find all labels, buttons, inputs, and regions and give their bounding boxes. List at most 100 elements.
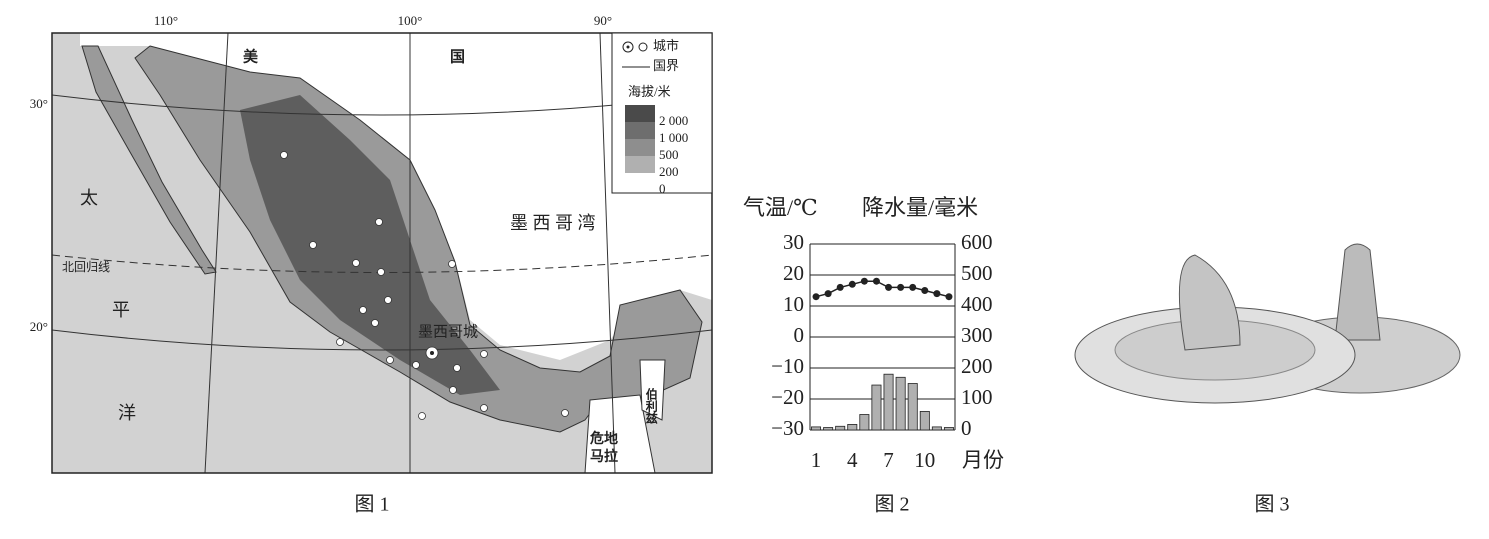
highlands xyxy=(240,95,500,395)
temperature-point xyxy=(933,290,941,298)
y-tick-label: 10 xyxy=(783,292,804,316)
ocean-label: 太 xyxy=(80,188,98,208)
y2-axis-title: 降水量/毫米 xyxy=(862,195,978,220)
longitude-label: 90° xyxy=(594,13,612,28)
latitude-label: 20° xyxy=(30,319,48,334)
temperature-point xyxy=(812,293,820,301)
legend-swatch xyxy=(625,139,655,156)
longitude-line xyxy=(599,32,616,474)
city xyxy=(418,412,426,420)
temperature-point xyxy=(824,290,832,298)
city xyxy=(480,404,488,412)
city xyxy=(453,364,461,372)
precipitation-bar xyxy=(811,426,822,431)
y-tick-label: 30 xyxy=(783,230,804,254)
legend-elevation-level: 2 000 xyxy=(659,113,688,128)
y-tick-label: 20 xyxy=(783,261,804,285)
y2-tick-label: 0 xyxy=(961,416,972,440)
caption: 图 1 xyxy=(355,494,390,516)
y-tick-label: −10 xyxy=(771,354,804,378)
temperature-point xyxy=(909,283,917,291)
legend-elevation-level: 500 xyxy=(659,147,679,162)
temperature-point xyxy=(897,283,905,291)
longitude-label: 100° xyxy=(398,13,423,28)
x-axis-title: 月份 xyxy=(962,448,1004,472)
city xyxy=(371,319,379,327)
y2-tick-label: 200 xyxy=(961,354,993,378)
legend-elevation-title: 海拔/米 xyxy=(628,84,671,99)
city xyxy=(336,338,344,346)
legend-elevation-level: 0 xyxy=(659,181,666,196)
city xyxy=(386,356,394,364)
capital-label: 墨西哥城 xyxy=(418,323,478,340)
country-label: 伯利兹 xyxy=(644,387,658,425)
climate-chart: 气温/℃ 降水量/毫米 月份 图 2 −30−20−10010203001002… xyxy=(743,195,1004,516)
precipitation-bar xyxy=(871,384,882,431)
gulf-label: 墨 西 哥 湾 xyxy=(510,213,596,233)
y2-tick-label: 400 xyxy=(961,292,993,316)
city xyxy=(448,260,456,268)
y2-tick-label: 600 xyxy=(961,230,993,254)
precipitation-bar xyxy=(919,410,930,431)
legend-border: 国界 xyxy=(653,58,679,73)
precipitation-bar xyxy=(943,427,954,431)
city xyxy=(561,409,569,417)
caption: 图 3 xyxy=(1255,494,1290,516)
x-tick-label: 7 xyxy=(883,448,894,472)
precipitation-bar xyxy=(835,425,846,431)
y-tick-label: −30 xyxy=(771,416,804,440)
temperature-point xyxy=(872,277,880,285)
temperature-point xyxy=(860,277,868,285)
legend-swatch xyxy=(625,105,655,122)
temperature-point xyxy=(885,283,893,291)
usa-land xyxy=(80,33,712,360)
tropic-label: 北回归线 xyxy=(62,260,110,274)
city xyxy=(359,306,367,314)
capital-dot xyxy=(430,351,434,355)
precipitation-bar xyxy=(823,427,834,431)
x-tick-label: 10 xyxy=(914,448,935,472)
y-axis-title: 气温/℃ xyxy=(743,195,818,220)
x-tick-label: 1 xyxy=(811,448,822,472)
city xyxy=(280,151,288,159)
caption: 图 2 xyxy=(875,494,910,516)
precipitation-bar xyxy=(931,426,942,431)
latitude-label: 30° xyxy=(30,96,48,111)
legend-capital-dot xyxy=(626,45,630,49)
longitude-line xyxy=(204,32,229,474)
city xyxy=(384,296,392,304)
y2-tick-label: 100 xyxy=(961,385,993,409)
city xyxy=(377,268,385,276)
y-tick-label: 0 xyxy=(794,323,805,347)
city xyxy=(309,241,317,249)
city xyxy=(480,350,488,358)
map: 城市 国界 海拔/米 2 000 1 000 500 200 0 110° 100° 9… xyxy=(30,13,713,516)
y2-tick-label: 300 xyxy=(961,323,993,347)
legend-city-icon xyxy=(638,42,648,52)
temperature-point xyxy=(945,293,953,301)
hat-crown xyxy=(1178,254,1241,351)
sombrero-photo: 图 3 xyxy=(1074,243,1461,516)
longitude-label: 110° xyxy=(154,13,178,28)
ocean-label: 洋 xyxy=(118,403,136,423)
belize-land xyxy=(639,359,666,421)
ocean-label: 平 xyxy=(112,300,130,320)
temperature-point xyxy=(848,280,856,288)
precipitation-bar xyxy=(883,373,894,431)
city xyxy=(375,218,383,226)
temperature-line xyxy=(815,280,950,298)
precipitation-bar xyxy=(907,383,918,431)
city xyxy=(449,386,457,394)
country-label: 马拉 xyxy=(590,448,618,465)
map-frame xyxy=(51,32,713,474)
precipitation-bar xyxy=(859,414,870,431)
legend-elevation-level: 1 000 xyxy=(659,130,688,145)
country-label: 美 xyxy=(243,47,259,65)
legend-swatch xyxy=(625,122,655,139)
city xyxy=(412,361,420,369)
country-label: 危地 xyxy=(589,430,618,447)
legend-city: 城市 xyxy=(653,38,679,53)
y2-tick-label: 500 xyxy=(961,261,993,285)
legend-swatch xyxy=(625,156,655,173)
